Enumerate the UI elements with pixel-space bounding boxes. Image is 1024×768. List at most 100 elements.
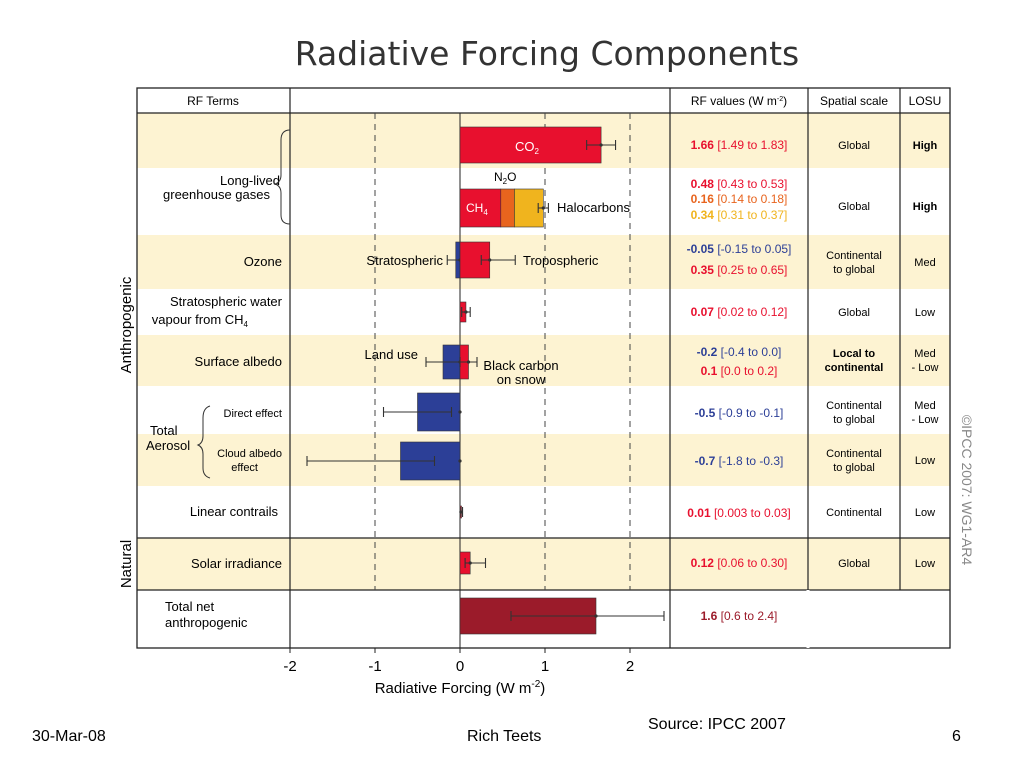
rf-value-5-0: -0.5 [-0.9 to -0.1]: [695, 406, 784, 420]
losu-row0-0: Med: [914, 257, 935, 269]
footer-page-number: 6: [952, 728, 961, 745]
error-dot-3: [541, 206, 545, 210]
group-anthropogenic: Anthropogenic: [118, 276, 135, 373]
term-strat-water-2: vapour from CH4: [152, 312, 249, 329]
bar-0: [459, 126, 602, 164]
bar-label-stratospheric: Stratospheric: [366, 253, 443, 268]
losu-row1-0: Low: [915, 307, 935, 319]
losu-row2-1: - Low: [912, 362, 939, 374]
table-frame: [136, 87, 951, 649]
term-total-net-2: anthropogenic: [165, 615, 248, 630]
rf-value-1-1: 0.16 [0.14 to 0.18]: [691, 192, 788, 206]
spatial-llgg-0: Global: [838, 201, 870, 213]
header-losu: LOSU: [909, 94, 942, 108]
page-title: Radiative Forcing Components: [294, 34, 800, 73]
losu-row6-0: Low: [915, 558, 935, 570]
header-spatial-scale: Spatial scale: [820, 94, 888, 108]
spatial-row5-0: Continental: [826, 507, 882, 519]
term-surface-albedo: Surface albedo: [195, 354, 282, 369]
error-dot-12: [468, 561, 472, 565]
rf-value-7-0: 0.01 [0.003 to 0.03]: [687, 506, 790, 520]
term-direct-effect: Direct effect: [224, 408, 283, 420]
term-cloud-albedo-2: effect: [231, 462, 258, 474]
x-tick-label-1: 1: [541, 658, 549, 675]
bar-label-tropospheric: Tropospheric: [523, 253, 599, 268]
rf-value-1-0: 0.48 [0.43 to 0.53]: [691, 177, 788, 191]
header-band: [137, 88, 950, 113]
spatial-co2-0: Global: [838, 140, 870, 152]
x-tick-label--1: -1: [368, 658, 381, 675]
bar-2: [500, 188, 515, 228]
term-total: Total: [150, 423, 178, 438]
rf-value-4-1: 0.1 [0.0 to 0.2]: [701, 364, 778, 378]
losu-row2-0: Med: [914, 348, 935, 360]
term-total-net-1: Total net: [165, 599, 215, 614]
bar-label-n2o: N2O: [494, 170, 516, 186]
brace-llgg: [273, 129, 291, 225]
rf-value-0-0: 1.66 [1.49 to 1.83]: [691, 138, 788, 152]
spatial-row0-1: to global: [833, 264, 875, 276]
losu-co2-0: High: [913, 140, 938, 152]
spatial-row3-0: Continental: [826, 400, 882, 412]
spatial-row6-0: Global: [838, 558, 870, 570]
row-band: [137, 235, 950, 289]
term-greenhouse-gases: greenhouse gases: [163, 187, 270, 202]
source-note: Source: IPCC 2007: [648, 716, 786, 733]
bar-label-ch4: CH4: [466, 201, 488, 217]
row-band: [137, 486, 950, 538]
term-solar-irradiance: Solar irradiance: [191, 556, 282, 571]
rf-value-2-1: 0.35 [0.25 to 0.65]: [691, 263, 788, 277]
losu-row5-0: Low: [915, 507, 935, 519]
term-cloud-albedo-1: Cloud albedo: [217, 448, 282, 460]
losu-row4-0: Low: [915, 455, 935, 467]
spatial-row4-0: Continental: [826, 448, 882, 460]
error-dot-13: [594, 614, 598, 618]
error-dot-11: [459, 510, 463, 514]
x-tick-label-0: 0: [456, 658, 464, 675]
error-dot-8: [466, 360, 471, 364]
row-band: [137, 386, 950, 434]
term-strat-water-1: Stratospheric water: [170, 294, 283, 309]
error-dot-5: [488, 258, 492, 262]
row-band: [137, 335, 950, 386]
losu-llgg-0: High: [913, 201, 938, 213]
error-dot-0: [599, 143, 603, 147]
term-long-lived: Long-lived: [220, 173, 280, 188]
spatial-row3-1: to global: [833, 414, 875, 426]
error-dot-9: [458, 410, 462, 414]
header-rf-terms: RF Terms: [187, 94, 239, 108]
row-band: [137, 289, 950, 335]
rf-value-6-0: -0.7 [-1.8 to -0.3]: [695, 454, 784, 468]
losu-row3-1: - Low: [912, 414, 939, 426]
term-ozone: Ozone: [244, 254, 282, 269]
bar-label-black-carbon: Black carbon: [483, 358, 558, 373]
rf-value-9-0: 1.6 [0.6 to 2.4]: [701, 609, 778, 623]
x-axis-label: Radiative Forcing (W m-2): [375, 679, 546, 697]
spatial-row2-0: Local to: [833, 348, 875, 360]
spatial-row4-1: to global: [833, 462, 875, 474]
bar-label-co2: CO2: [515, 139, 540, 156]
row-band: [137, 434, 950, 486]
ipcc-copyright: ©IPCC 2007: WG1-AR4: [959, 415, 975, 566]
losu-row3-0: Med: [914, 400, 935, 412]
spatial-row1-0: Global: [838, 307, 870, 319]
header-rf-values: RF values (W m-2): [691, 94, 787, 108]
rf-value-4-0: -0.2 [-0.4 to 0.0]: [697, 345, 782, 359]
footer-date: 30-Mar-08: [32, 728, 106, 745]
term-linear-contrails: Linear contrails: [190, 504, 279, 519]
bar-label-halocarbons: Halocarbons: [557, 200, 630, 215]
rf-value-2-0: -0.05 [-0.15 to 0.05]: [687, 242, 792, 256]
term-aerosol: Aerosol: [146, 438, 190, 453]
rf-value-3-0: 0.07 [0.02 to 0.12]: [691, 305, 788, 319]
spatial-row0-0: Continental: [826, 250, 882, 262]
x-tick-label--2: -2: [283, 658, 296, 675]
brace-aerosol: [196, 405, 211, 479]
row-band: [137, 538, 950, 590]
bar-label-land-use: Land use: [365, 347, 419, 362]
error-dot-10: [458, 459, 462, 463]
group-natural: Natural: [118, 540, 135, 588]
bar-label-on-snow: on snow: [497, 372, 546, 387]
rf-value-1-2: 0.34 [0.31 to 0.37]: [691, 208, 788, 222]
footer-author: Rich Teets: [467, 728, 542, 745]
